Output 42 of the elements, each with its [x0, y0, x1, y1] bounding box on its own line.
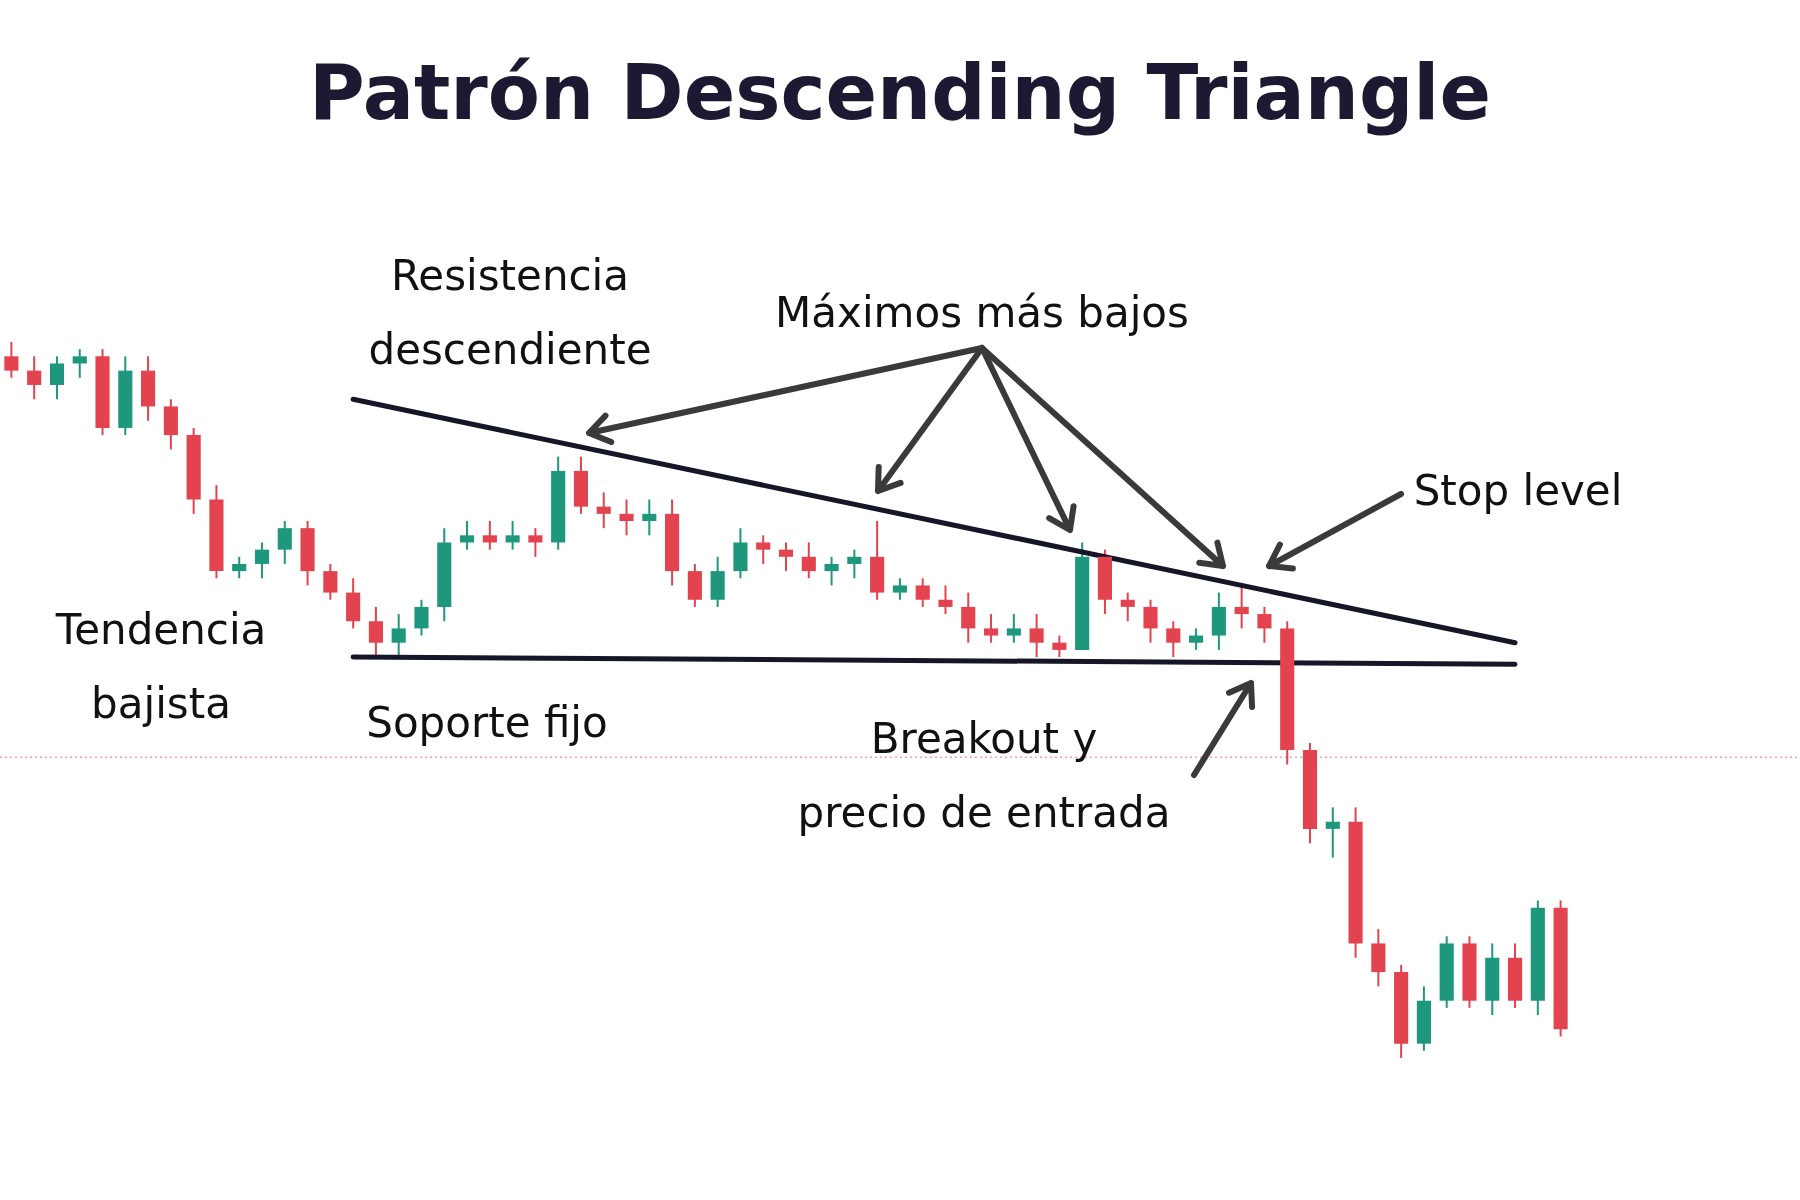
candlestick [824, 555, 839, 587]
candlestick [1257, 605, 1272, 644]
candlestick [232, 555, 247, 580]
annotation: Tendencia bajista [55, 603, 267, 729]
candlestick [1143, 598, 1158, 644]
candlestick [49, 355, 65, 401]
candlestick [277, 520, 292, 565]
candlestick [1166, 620, 1181, 659]
annotation: Stop level [1413, 465, 1623, 518]
candlestick [847, 548, 862, 580]
candlestick [938, 584, 953, 616]
candlestick [1006, 613, 1021, 644]
candlestick [254, 541, 270, 580]
candlestick [756, 534, 771, 565]
candlestick [1120, 591, 1135, 623]
candlestick [1325, 806, 1340, 859]
candlestick [619, 498, 634, 537]
candlestick [459, 520, 475, 551]
candlestick [801, 541, 816, 580]
candlestick [1052, 634, 1067, 659]
annotation: Soporte fijo [366, 697, 608, 750]
candlestick [596, 491, 611, 530]
candlestick [1029, 613, 1044, 659]
candlestick [778, 541, 794, 573]
annotation: Resistencia descendiente [368, 249, 652, 375]
candlestick [505, 520, 520, 551]
annotation: Breakout y precio de entrada [797, 712, 1171, 838]
candlestick [1189, 627, 1204, 651]
candlestick [642, 498, 657, 537]
candlestick [961, 591, 976, 644]
candlestick [4, 341, 19, 379]
candlestick [72, 348, 87, 379]
candlestick [528, 527, 543, 558]
text: Máximos más bajos [775, 287, 1189, 340]
candlestick [323, 562, 338, 601]
candlestick [892, 577, 907, 601]
candlestick [414, 598, 429, 637]
candlestick [482, 520, 497, 551]
candlestick [983, 613, 999, 644]
chart-title: Patrón Descending Triangle [308, 48, 1492, 137]
candlestick [27, 355, 42, 401]
candlestick [915, 577, 930, 608]
